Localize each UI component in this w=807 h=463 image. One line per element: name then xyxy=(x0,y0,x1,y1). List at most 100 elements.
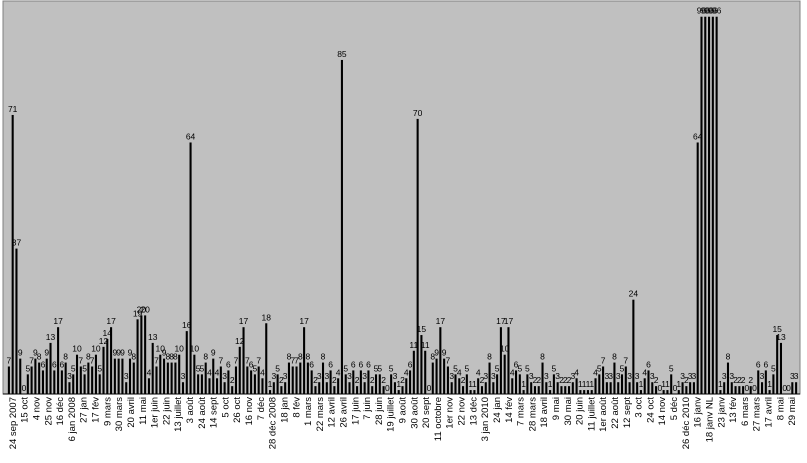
bar xyxy=(583,390,586,394)
bar-value-label: 7 xyxy=(90,355,95,365)
bar xyxy=(163,358,166,394)
bar xyxy=(632,299,635,394)
bar xyxy=(579,390,582,394)
bar xyxy=(303,327,306,394)
bar-value-label: 3 xyxy=(222,371,227,381)
bar xyxy=(223,382,226,394)
bar-value-label: 3 xyxy=(181,371,186,381)
bar-value-label: 2 xyxy=(748,375,753,385)
bar xyxy=(276,374,279,394)
x-tick-label: 26 déc 2010 xyxy=(681,397,692,449)
bar-value-label: 3 xyxy=(491,371,496,381)
bar xyxy=(749,386,752,394)
bar-value-label: 4 xyxy=(207,367,212,377)
bar xyxy=(424,350,427,394)
bar xyxy=(518,374,521,394)
bar-value-label: 18 xyxy=(262,312,272,322)
bar-value-label: 8 xyxy=(173,352,178,362)
bar-value-label: 0 xyxy=(752,383,757,393)
bar xyxy=(492,382,495,394)
bar-value-label: 7 xyxy=(290,355,295,365)
bar-value-label: 8 xyxy=(540,352,545,362)
bar-value-label: 13 xyxy=(776,332,786,342)
bar-value-label: 3 xyxy=(680,371,685,381)
bar-value-label: 2 xyxy=(684,375,689,385)
bar-value-label: 3 xyxy=(608,371,613,381)
bar-value-label: 3 xyxy=(760,371,765,381)
bar-value-label: 9 xyxy=(18,348,23,358)
bar-value-label: 2 xyxy=(741,375,746,385)
bar-value-label: 1 xyxy=(582,379,587,389)
bar-value-label: 8 xyxy=(131,352,136,362)
bar-value-label: 1 xyxy=(396,379,401,389)
x-tick-label: 3 jan 2010 xyxy=(480,397,491,441)
x-tick-label: 17 juin xyxy=(350,397,361,425)
x-tick-label: 14 fév xyxy=(504,397,515,423)
bar xyxy=(272,382,275,394)
x-tick-label: 18 avril xyxy=(539,397,550,428)
bar xyxy=(454,374,457,394)
bar-value-label: 3 xyxy=(324,371,329,381)
bar xyxy=(409,370,412,394)
bar-value-label: 11 xyxy=(421,340,430,350)
bar-value-label: 4 xyxy=(476,367,481,377)
bar-value-label: 6 xyxy=(646,359,651,369)
bar-value-label: 6 xyxy=(408,359,413,369)
bar-value-label: 6 xyxy=(756,359,761,369)
x-tick-label: 20 juin xyxy=(575,397,586,425)
bar-value-label: 5 xyxy=(377,363,382,373)
bar xyxy=(708,16,711,394)
bar xyxy=(128,358,132,394)
bar-value-label: 12 xyxy=(235,336,245,346)
bar-value-label: 2 xyxy=(480,375,485,385)
bar xyxy=(420,335,423,394)
bar-value-label: 3 xyxy=(124,371,129,381)
bar-value-label: 1 xyxy=(521,379,526,389)
x-tick-label: 3 août xyxy=(185,397,196,424)
bar-value-label: 96 xyxy=(712,6,722,16)
bar xyxy=(590,390,593,394)
bar-value-label: 3 xyxy=(605,371,610,381)
bar-value-label: 4 xyxy=(593,367,598,377)
bar-value-label: 8 xyxy=(86,352,91,362)
bar xyxy=(450,382,453,394)
bar-value-label: 9 xyxy=(116,348,121,358)
bar xyxy=(374,374,378,394)
bar-value-label: 0 xyxy=(782,383,787,393)
bar xyxy=(651,382,654,394)
bar xyxy=(689,382,692,394)
bar-value-label: 17 xyxy=(496,316,506,326)
bar-value-label: 3 xyxy=(616,371,621,381)
bar-value-label: 0 xyxy=(385,383,390,393)
bar xyxy=(151,342,154,394)
bar-value-label: 3 xyxy=(790,371,795,381)
bar-value-label: 6 xyxy=(309,359,314,369)
bar xyxy=(715,16,718,394)
bar-value-label: 1 xyxy=(767,379,772,389)
bar-value-label: 1 xyxy=(586,379,591,389)
bar-value-label: 4 xyxy=(147,367,152,377)
bar-value-label: 5 xyxy=(97,363,102,373)
x-tick-label: 22 nov xyxy=(457,397,468,426)
bar-value-label: 3 xyxy=(555,371,560,381)
bar xyxy=(586,390,589,394)
bar xyxy=(533,386,536,394)
bar-value-label: 10 xyxy=(72,344,82,354)
bar xyxy=(155,366,158,394)
bar xyxy=(390,374,393,394)
bar xyxy=(344,374,347,394)
bar-value-label: 2 xyxy=(567,375,572,385)
bar-value-label: 6 xyxy=(328,359,333,369)
bar xyxy=(321,362,325,394)
bar xyxy=(38,362,41,394)
bar xyxy=(98,374,101,394)
x-tick-label: 15 oct xyxy=(20,397,31,423)
bar xyxy=(609,382,612,394)
bar xyxy=(291,366,294,394)
bar xyxy=(443,358,446,394)
bar xyxy=(412,350,415,394)
bar-value-label: 2 xyxy=(381,375,386,385)
bar-value-label: 0 xyxy=(673,383,678,393)
x-tick-label: 23 janv xyxy=(716,397,727,428)
